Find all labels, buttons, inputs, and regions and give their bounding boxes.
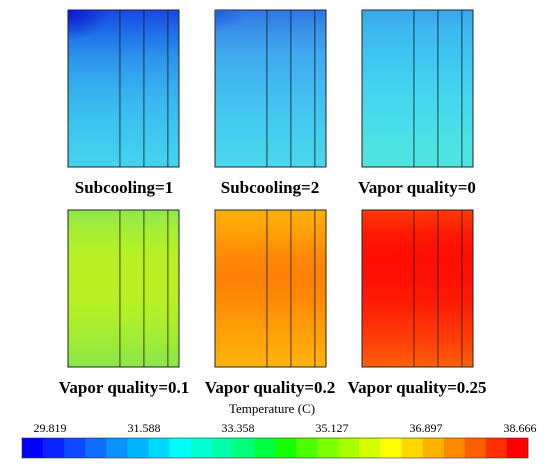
colorbar-cell bbox=[296, 438, 318, 458]
colorbar-cell bbox=[127, 438, 149, 458]
temperature-field bbox=[361, 9, 474, 168]
colorbar-tick-label: 36.897 bbox=[410, 421, 443, 435]
temperature-colorbar: Temperature (C) 29.819 31.588 33.358 35.127… bbox=[21, 401, 537, 459]
colorbar-tick-label: 31.588 bbox=[128, 421, 161, 435]
contour-panel: Subcooling=2 bbox=[214, 9, 327, 197]
colorbar-cell bbox=[64, 438, 86, 458]
colorbar-frame bbox=[21, 437, 529, 459]
colorbar-cell bbox=[43, 438, 65, 458]
temperature-field bbox=[214, 209, 327, 368]
colorbar-cell bbox=[464, 438, 487, 458]
panels-group: Subcooling=1 Subcooling=2 Vapor quality=0 V… bbox=[59, 9, 487, 397]
colorbar-cell bbox=[85, 438, 107, 458]
colorbar-cell bbox=[317, 438, 339, 458]
colorbar-cells bbox=[21, 437, 529, 459]
colorbar-cell bbox=[359, 438, 381, 458]
colorbar-cell bbox=[401, 438, 423, 458]
panel-label: Vapor quality=0 bbox=[358, 178, 476, 197]
colorbar-cell bbox=[275, 438, 297, 458]
panel-label: Subcooling=1 bbox=[75, 178, 174, 197]
panel-label: Vapor quality=0.2 bbox=[205, 378, 336, 397]
colorbar-cell bbox=[338, 438, 360, 458]
colorbar-ticks: 29.819 31.588 33.358 35.127 36.897 38.666 bbox=[34, 421, 537, 435]
panel-label: Subcooling=2 bbox=[221, 178, 320, 197]
colorbar-cell bbox=[485, 438, 508, 458]
temperature-field bbox=[67, 209, 180, 368]
colorbar-tick-label: 29.819 bbox=[34, 421, 67, 435]
cold-corner-region bbox=[215, 10, 293, 65]
colorbar-title: Temperature (C) bbox=[229, 401, 315, 416]
temperature-field bbox=[361, 209, 474, 368]
colorbar-cell bbox=[232, 438, 255, 458]
colorbar-tick-label: 35.127 bbox=[316, 421, 349, 435]
colorbar-cell bbox=[190, 438, 213, 458]
colorbar-cell bbox=[380, 438, 402, 458]
colorbar-cell bbox=[506, 438, 529, 458]
colorbar-tick-label: 38.666 bbox=[504, 421, 537, 435]
colorbar-cell bbox=[443, 438, 466, 458]
colorbar-cell bbox=[422, 438, 444, 458]
contour-panel: Vapor quality=0.1 bbox=[59, 209, 190, 397]
contour-panel: Vapor quality=0.2 bbox=[205, 209, 336, 397]
cold-corner-region bbox=[68, 10, 146, 65]
colorbar-cell bbox=[253, 438, 276, 458]
contour-panel: Vapor quality=0 bbox=[358, 9, 476, 197]
contour-panel: Vapor quality=0.25 bbox=[347, 209, 487, 397]
contour-panel: Subcooling=1 bbox=[67, 9, 180, 197]
colorbar-tick-label: 33.358 bbox=[222, 421, 255, 435]
colorbar-cell bbox=[22, 438, 44, 458]
colorbar-cell bbox=[211, 438, 234, 458]
colorbar-cell bbox=[106, 438, 128, 458]
colorbar-cell bbox=[148, 438, 170, 458]
panel-label: Vapor quality=0.1 bbox=[59, 378, 190, 397]
panel-label: Vapor quality=0.25 bbox=[347, 378, 486, 397]
colorbar-cell bbox=[169, 438, 191, 458]
